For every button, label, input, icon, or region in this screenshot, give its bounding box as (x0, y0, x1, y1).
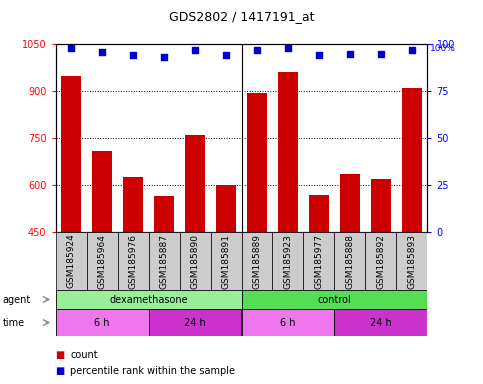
Bar (272, 232, 303, 290)
Text: ■: ■ (56, 350, 65, 360)
Bar (185, 135, 205, 232)
Text: GSM185889: GSM185889 (253, 233, 261, 289)
Text: GSM185964: GSM185964 (98, 234, 107, 288)
Point (377, 50, 385, 56)
Bar (180, 232, 211, 290)
Bar (309, 195, 329, 232)
Point (284, 45, 292, 51)
Text: 6 h: 6 h (94, 318, 110, 328)
Text: GDS2802 / 1417191_at: GDS2802 / 1417191_at (169, 10, 314, 23)
Bar (340, 174, 360, 232)
Bar (56, 309, 149, 336)
Bar (86, 232, 117, 290)
Text: control: control (318, 295, 351, 305)
Bar (242, 290, 427, 309)
Bar (242, 232, 272, 290)
Bar (242, 309, 334, 336)
Bar (61, 76, 81, 232)
Text: 24 h: 24 h (370, 318, 392, 328)
Text: GSM185976: GSM185976 (128, 233, 138, 289)
Text: GSM185977: GSM185977 (314, 233, 324, 289)
Point (408, 47, 416, 53)
Bar (278, 72, 298, 232)
Text: GSM185890: GSM185890 (190, 233, 199, 289)
Bar (366, 232, 397, 290)
Text: percentile rank within the sample: percentile rank within the sample (70, 366, 235, 376)
Text: GSM185892: GSM185892 (376, 234, 385, 288)
Bar (247, 93, 267, 232)
Point (160, 54, 168, 60)
Text: dexamethasone: dexamethasone (109, 295, 188, 305)
Text: GSM185888: GSM185888 (345, 233, 355, 289)
Text: 6 h: 6 h (280, 318, 296, 328)
Bar (149, 232, 180, 290)
Text: agent: agent (2, 295, 30, 305)
Text: 24 h: 24 h (184, 318, 206, 328)
Bar (92, 151, 112, 232)
Bar (123, 177, 143, 232)
Point (315, 52, 323, 58)
Point (98, 49, 106, 55)
Bar (334, 232, 366, 290)
Bar (303, 232, 334, 290)
Point (346, 50, 354, 56)
Point (191, 47, 199, 53)
Text: 100%: 100% (430, 44, 456, 53)
Text: GSM185923: GSM185923 (284, 234, 293, 288)
Bar (402, 88, 422, 232)
Bar (56, 232, 86, 290)
Text: ■: ■ (56, 366, 65, 376)
Point (67, 45, 75, 51)
Bar (56, 290, 242, 309)
Bar (154, 196, 174, 232)
Point (253, 47, 261, 53)
Bar (371, 179, 391, 232)
Text: time: time (2, 318, 25, 328)
Bar (334, 309, 427, 336)
Text: GSM185891: GSM185891 (222, 233, 230, 289)
Point (129, 52, 137, 58)
Text: count: count (70, 350, 98, 360)
Bar (117, 232, 149, 290)
Text: GSM185893: GSM185893 (408, 233, 416, 289)
Bar (397, 232, 427, 290)
Bar (149, 309, 242, 336)
Bar (216, 185, 236, 232)
Text: GSM185887: GSM185887 (159, 233, 169, 289)
Bar (211, 232, 242, 290)
Text: GSM185924: GSM185924 (67, 234, 75, 288)
Point (222, 52, 230, 58)
